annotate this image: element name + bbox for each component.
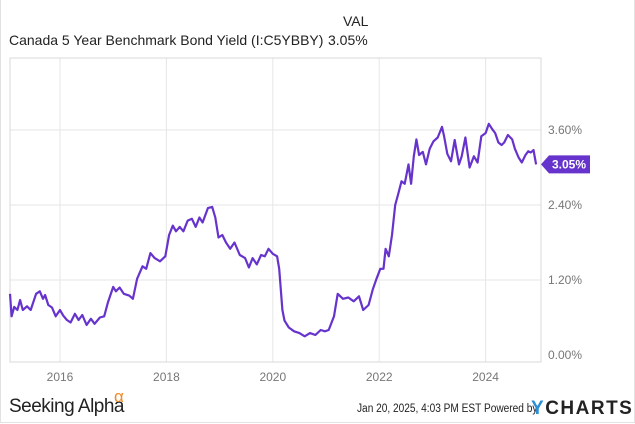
ycharts-y-icon: Y [531,398,546,419]
footer-timestamp: Jan 20, 2025, 4:03 PM EST Powered by [357,403,537,415]
series-line[interactable] [8,122,538,338]
x-axis-labels: 2016 2018 2020 2022 2024 [47,370,500,384]
last-value-badge: 3.05% [541,155,590,174]
timestamp: Jan 20, 2025, 4:03 PM EST [357,403,482,415]
y-tick-label: 0.00% [548,348,582,362]
y-axis-labels: 0.00% 1.20% 2.40% 3.60% [548,123,582,362]
series-current-value: 3.05% [328,32,368,48]
alpha-icon: α [114,387,124,406]
powered-by: Powered by [483,403,538,415]
y-tick-label: 2.40% [548,198,582,212]
y-tick-label: 3.60% [548,123,582,137]
series-title[interactable]: Canada 5 Year Benchmark Bond Yield (I:C5… [9,32,324,48]
ycharts-wordmark: CHARTS [545,398,634,419]
value-column-header: VAL [343,13,369,29]
y-tick-label: 1.20% [548,273,582,287]
x-tick-label: 2024 [472,370,499,384]
badge-arrow-shape [541,155,590,174]
x-tick-label: 2018 [153,370,180,384]
seeking-alpha-logo: Seeking Alpha [9,396,125,417]
badge-value: 3.05% [552,157,586,171]
x-tick-label: 2016 [47,370,74,384]
x-tick-label: 2022 [366,370,393,384]
grid-lines [10,58,541,362]
x-tick-label: 2020 [259,370,286,384]
plot-border [9,57,542,363]
ycharts-logo[interactable]: YCHARTS [531,398,633,420]
